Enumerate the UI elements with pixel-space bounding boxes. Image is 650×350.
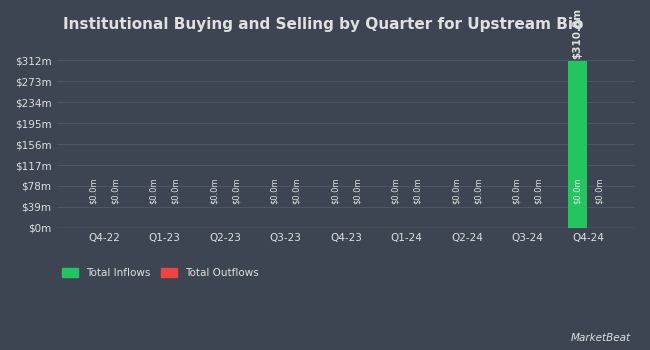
Text: $0.0m: $0.0m <box>171 177 180 204</box>
Text: $0.0m: $0.0m <box>111 177 120 204</box>
Text: $0.0m: $0.0m <box>573 177 582 204</box>
Text: $0.0m: $0.0m <box>473 177 482 204</box>
Text: MarketBeat: MarketBeat <box>571 333 630 343</box>
Text: $0.0m: $0.0m <box>270 177 280 204</box>
Text: $0.0m: $0.0m <box>413 177 422 204</box>
Text: $0.0m: $0.0m <box>391 177 400 204</box>
Text: $0.0m: $0.0m <box>88 177 98 204</box>
Text: $0.0m: $0.0m <box>210 177 218 204</box>
Text: $0.0m: $0.0m <box>149 177 158 204</box>
Text: $0.0m: $0.0m <box>512 177 521 204</box>
Text: $310.8m: $310.8m <box>572 8 582 59</box>
Text: $0.0m: $0.0m <box>352 177 361 204</box>
Text: $0.0m: $0.0m <box>452 177 461 204</box>
Text: $0.0m: $0.0m <box>231 177 240 204</box>
Legend: Total Inflows, Total Outflows: Total Inflows, Total Outflows <box>62 268 259 278</box>
Bar <box>567 61 587 228</box>
Text: $0.0m: $0.0m <box>292 177 301 204</box>
Text: $0.0m: $0.0m <box>534 177 543 204</box>
Text: $0.0m: $0.0m <box>331 177 340 204</box>
Text: Institutional Buying and Selling by Quarter for Upstream Bio: Institutional Buying and Selling by Quar… <box>63 17 583 32</box>
Text: $0.0m: $0.0m <box>595 177 604 204</box>
